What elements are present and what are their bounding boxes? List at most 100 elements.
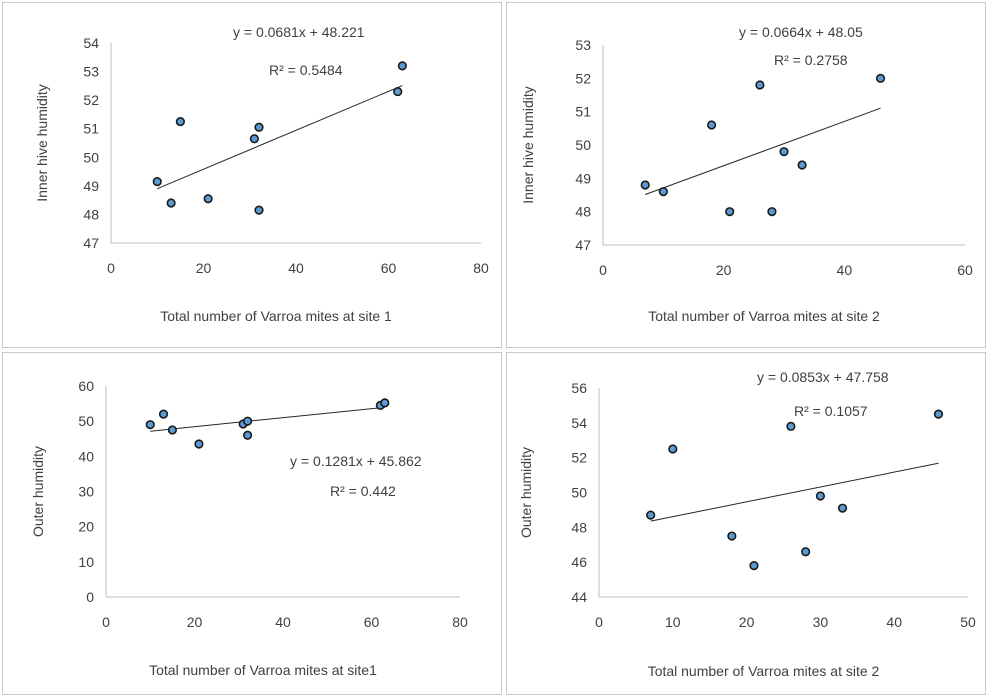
data-point: [166, 198, 176, 208]
data-point: [797, 160, 807, 170]
y-tick-label: 53: [83, 64, 99, 80]
y-tick-label: 52: [83, 92, 99, 108]
data-point: [254, 122, 264, 132]
x-tick-label: 0: [102, 614, 110, 630]
y-tick-label: 46: [571, 554, 587, 570]
y-tick-label: 56: [571, 380, 587, 396]
x-tick-label: 60: [364, 614, 380, 630]
trendline-equation: y = 0.0664x + 48.05: [739, 24, 863, 40]
x-tick-label: 60: [381, 260, 397, 276]
y-tick-label: 48: [83, 206, 99, 222]
x-axis-label: Total number of Varroa mites at site 2: [648, 308, 880, 324]
y-tick-label: 47: [83, 235, 99, 251]
y-tick-label: 50: [83, 149, 99, 165]
x-tick-label: 40: [886, 614, 902, 630]
data-point: [933, 409, 944, 419]
x-tick-label: 50: [960, 614, 976, 630]
chart-svg: 0 10 20 30 40 50 60 0 20 40 60 80 Total number of Va…: [30, 378, 468, 678]
chart-panel-outer-site1: 0 10 20 30 40 50 60 0 20 40 60 80 Total number of Va…: [2, 352, 502, 695]
trendline: [157, 85, 403, 190]
data-point: [875, 73, 886, 83]
data-point: [707, 120, 717, 130]
chart-svg: 47 48 49 50 51 52 53 0 20 40 60 Total number of Var…: [520, 24, 973, 324]
chart-svg: 44 46 48 50 52 54 56 0 10 20 30 40 50 Total number of…: [518, 369, 976, 679]
data-point: [397, 61, 407, 71]
y-tick-label: 20: [78, 519, 94, 535]
y-tick-label: 47: [575, 237, 591, 253]
data-point: [815, 491, 826, 501]
y-tick-label: 54: [571, 415, 587, 431]
y-tick-label: 53: [575, 37, 591, 53]
x-tick-label: 20: [196, 260, 212, 276]
data-point: [668, 444, 678, 454]
y-tick-label: 48: [575, 204, 591, 220]
y-tick-label: 51: [83, 121, 99, 137]
y-tick-label: 40: [78, 448, 94, 464]
x-tick-label: 0: [107, 260, 115, 276]
data-point: [249, 134, 259, 144]
x-tick-label: 80: [473, 260, 489, 276]
y-tick-label: 48: [571, 519, 587, 535]
data-point: [243, 430, 253, 440]
data-point: [727, 531, 737, 541]
trendline-equation: y = 0.1281x + 45.862: [290, 453, 422, 469]
data-point: [152, 176, 162, 187]
x-axis-label: Total number of Varroa mites at site 2: [648, 663, 880, 679]
trendline: [650, 462, 939, 522]
x-tick-label: 40: [275, 614, 291, 630]
y-tick-label: 49: [83, 178, 99, 194]
y-tick-label: 51: [575, 104, 591, 120]
r-squared-label: R² = 0.1057: [794, 403, 868, 419]
y-axis-label: Inner hive humidity: [520, 86, 536, 204]
data-point: [767, 207, 777, 217]
data-point: [254, 205, 264, 215]
x-tick-label: 80: [452, 614, 468, 630]
data-point: [194, 439, 204, 449]
x-tick-label: 20: [716, 262, 732, 278]
y-tick-label: 52: [575, 70, 591, 86]
x-tick-label: 30: [813, 614, 829, 630]
y-tick-label: 49: [575, 170, 591, 186]
x-tick-label: 10: [665, 614, 681, 630]
trendline: [150, 406, 385, 432]
data-point: [167, 425, 177, 435]
trendline: [645, 107, 881, 195]
data-point: [658, 187, 668, 197]
x-tick-label: 0: [599, 262, 607, 278]
y-axis-label: Outer humidity: [30, 446, 46, 537]
y-tick-label: 60: [78, 378, 94, 394]
data-point: [243, 416, 253, 426]
r-squared-label: R² = 0.2758: [774, 52, 848, 68]
x-tick-label: 40: [288, 260, 304, 276]
x-tick-label: 60: [957, 262, 973, 278]
data-point: [779, 147, 789, 157]
data-point: [175, 116, 185, 127]
x-tick-label: 0: [595, 614, 603, 630]
y-tick-label: 10: [78, 554, 94, 570]
chart-panel-inner-site2: 47 48 49 50 51 52 53 0 20 40 60 Total number of Var…: [506, 2, 986, 348]
data-point: [158, 409, 169, 419]
y-tick-label: 52: [571, 450, 587, 466]
data-point: [640, 180, 650, 190]
x-tick-label: 40: [837, 262, 853, 278]
data-point: [646, 510, 656, 520]
y-tick-label: 0: [86, 589, 94, 605]
data-point: [755, 80, 765, 90]
y-tick-label: 50: [575, 137, 591, 153]
data-point: [725, 207, 735, 217]
y-axis-label: Inner hive humidity: [34, 84, 50, 202]
y-axis-label: Outer humidity: [518, 447, 534, 538]
x-tick-label: 20: [187, 614, 203, 630]
data-point: [380, 398, 390, 408]
chart-panel-inner-site1: 47 48 49 50 51 52 53 54 0 20 40 60 80 Total number of…: [2, 2, 502, 348]
y-tick-label: 50: [571, 485, 587, 501]
data-point: [203, 194, 213, 204]
data-point: [393, 86, 403, 97]
y-tick-label: 50: [78, 413, 94, 429]
chart-panel-outer-site2: 44 46 48 50 52 54 56 0 10 20 30 40 50 Total number of…: [506, 352, 986, 695]
data-point: [801, 547, 811, 557]
data-point: [837, 503, 848, 513]
x-axis-label: Total number of Varroa mites at site 1: [160, 308, 392, 324]
y-tick-label: 44: [571, 589, 587, 605]
trendline-equation: y = 0.0681x + 48.221: [233, 24, 365, 40]
